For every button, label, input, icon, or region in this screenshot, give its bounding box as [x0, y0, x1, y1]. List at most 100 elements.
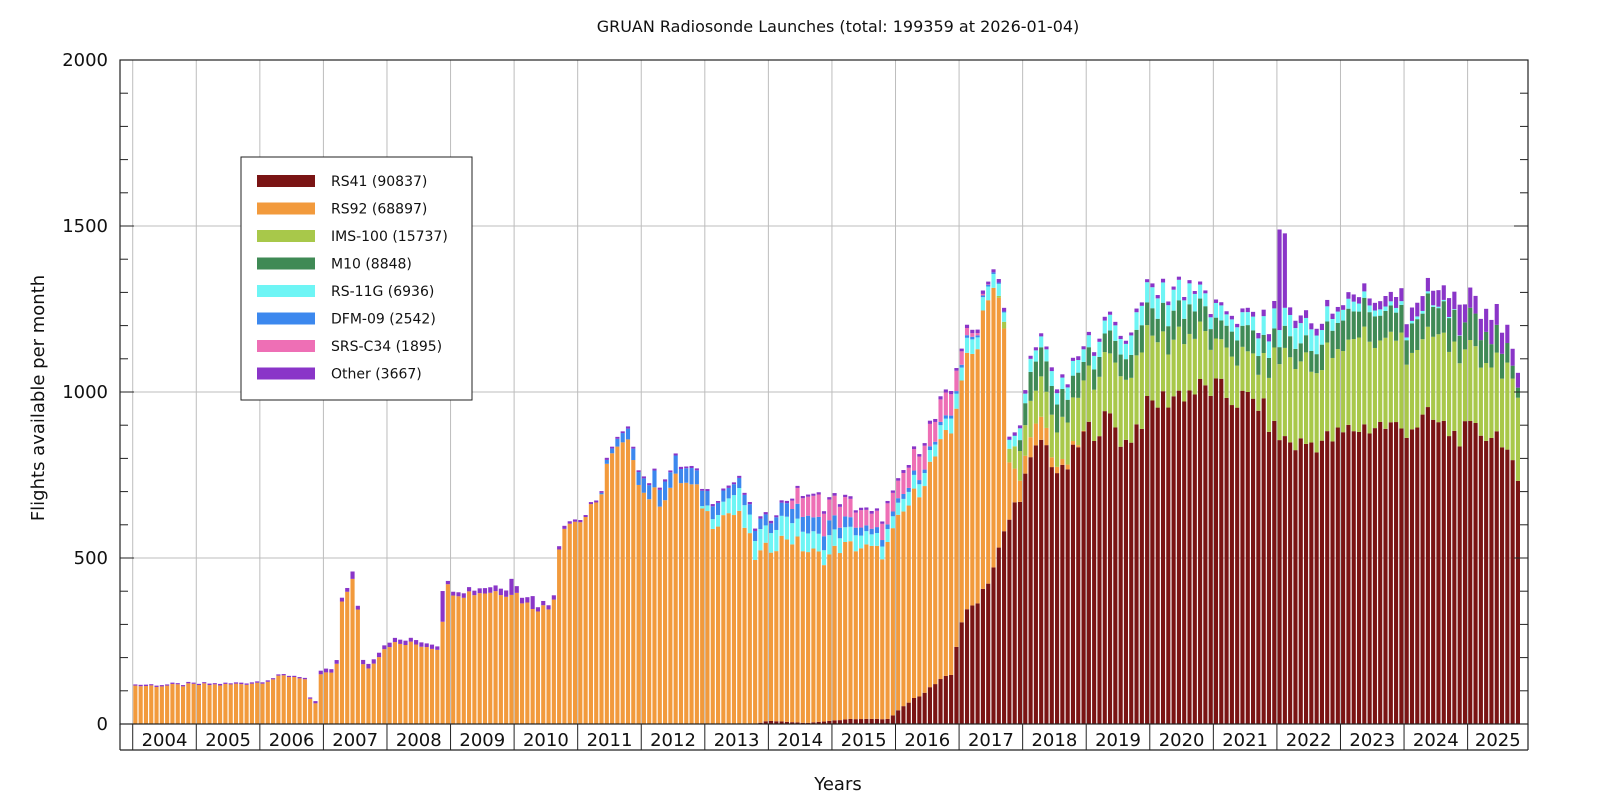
bar-segment	[907, 492, 911, 506]
bar-segment	[1066, 387, 1070, 399]
bar-segment	[1039, 347, 1043, 376]
bar-segment	[1150, 308, 1154, 335]
bar-segment	[859, 528, 863, 536]
bar-segment	[1352, 302, 1356, 312]
bar-segment	[1447, 352, 1451, 436]
bar-segment	[1166, 408, 1170, 724]
bar-segment	[949, 675, 953, 724]
bar-segment	[907, 703, 911, 724]
bar-segment	[621, 433, 625, 442]
bar-segment	[1013, 502, 1017, 724]
bar-segment	[361, 664, 365, 724]
bar-segment	[1209, 350, 1213, 396]
bar-segment	[202, 683, 206, 724]
bar-segment	[801, 551, 805, 723]
bar-segment	[1018, 425, 1022, 428]
bar-segment	[1203, 290, 1207, 293]
bar-segment	[1293, 349, 1297, 369]
bar-segment	[1150, 336, 1154, 401]
bar-segment	[758, 550, 762, 722]
bar-segment	[1161, 303, 1165, 332]
bar-segment	[1262, 335, 1266, 353]
bar-segment	[684, 467, 688, 469]
bar-segment	[1283, 436, 1287, 724]
bar-segment	[1219, 302, 1223, 305]
bar-segment	[594, 502, 598, 724]
bar-segment	[917, 497, 921, 696]
bar-segment	[811, 517, 815, 531]
bar-segment	[1134, 355, 1138, 424]
bar-segment	[880, 559, 884, 719]
bar-segment	[1299, 323, 1303, 343]
bar-segment	[207, 684, 211, 685]
bar-segment	[960, 351, 964, 364]
bar-segment	[1357, 312, 1361, 338]
bar-segment	[954, 409, 958, 647]
bar-segment	[976, 603, 980, 724]
bar-segment	[1373, 348, 1377, 428]
bar-segment	[451, 592, 455, 596]
bar-segment	[1479, 319, 1483, 340]
bar-segment	[1156, 408, 1160, 724]
bar-segment	[886, 503, 890, 524]
bar-segment	[827, 497, 831, 499]
bar-segment	[1050, 457, 1054, 467]
bar-segment	[1177, 277, 1181, 280]
bar-segment	[329, 669, 333, 672]
bar-segment	[1330, 358, 1334, 441]
bar-segment	[647, 499, 651, 724]
bar-segment	[928, 462, 932, 687]
bar-segment	[1315, 329, 1319, 336]
bar-segment	[986, 282, 990, 285]
bar-segment	[1399, 288, 1403, 301]
bar-segment	[1421, 339, 1425, 414]
bar-segment	[1161, 391, 1165, 724]
bar-segment	[202, 682, 206, 683]
bar-segment	[1421, 314, 1425, 340]
bar-segment	[960, 381, 964, 623]
bar-segment	[811, 494, 815, 496]
x-tick-label: 2013	[714, 730, 760, 751]
bar-segment	[732, 515, 736, 724]
bar-segment	[1071, 361, 1075, 376]
bar-segment	[1002, 312, 1006, 321]
bar-segment	[838, 538, 842, 553]
bar-segment	[991, 288, 995, 568]
bar-segment	[499, 595, 503, 724]
bar-segment	[1267, 432, 1271, 724]
bar-segment	[1076, 445, 1080, 447]
bar-segment	[854, 551, 858, 719]
bar-segment	[679, 467, 683, 469]
bar-segment	[1452, 309, 1456, 310]
bar-segment	[1394, 313, 1398, 341]
bar-segment	[780, 503, 784, 516]
bar-segment	[313, 703, 317, 724]
bar-segment	[944, 419, 948, 430]
bar-segment	[1288, 307, 1292, 315]
bar-segment	[928, 446, 932, 450]
bar-segment	[1182, 344, 1186, 401]
bar-segment	[1283, 326, 1287, 348]
bar-segment	[1235, 324, 1239, 327]
bar-segment	[1076, 356, 1080, 360]
bar-segment	[1505, 325, 1509, 343]
bar-segment	[1262, 353, 1266, 398]
bar-segment	[896, 498, 900, 503]
bar-segment	[631, 449, 635, 460]
bar-segment	[1336, 349, 1340, 427]
bar-segment	[801, 532, 805, 552]
bar-segment	[1219, 379, 1223, 724]
bar-segment	[1156, 319, 1160, 342]
bar-segment	[780, 536, 784, 722]
bar-segment	[1044, 361, 1048, 391]
bar-segment	[1108, 353, 1112, 413]
bar-segment	[494, 591, 498, 724]
bar-segment	[1458, 363, 1462, 446]
bar-segment	[149, 684, 153, 685]
bar-segment	[271, 679, 275, 724]
bar-segment	[1150, 401, 1154, 725]
bar-segment	[806, 552, 810, 723]
bar-segment	[1092, 441, 1096, 724]
bar-segment	[213, 684, 217, 724]
bar-segment	[965, 328, 969, 335]
